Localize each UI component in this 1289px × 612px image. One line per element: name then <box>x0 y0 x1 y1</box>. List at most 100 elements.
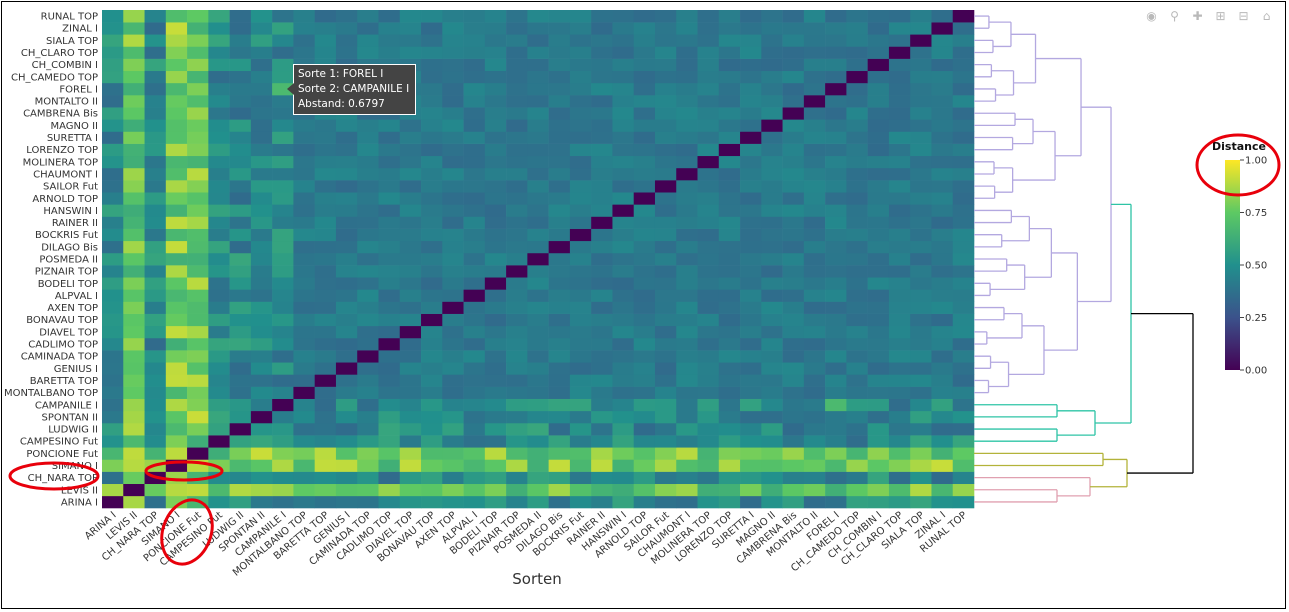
heatmap-cell[interactable] <box>803 422 826 436</box>
heatmap-cell[interactable] <box>548 216 571 229</box>
heatmap-cell[interactable] <box>888 82 911 96</box>
heatmap-cell[interactable] <box>825 107 847 120</box>
heatmap-cell[interactable] <box>187 22 209 35</box>
heatmap-cell[interactable] <box>931 265 954 278</box>
heatmap-cell[interactable] <box>335 325 358 339</box>
heatmap-cell[interactable] <box>484 131 507 144</box>
heatmap-cell[interactable] <box>144 374 167 387</box>
heatmap-cell[interactable] <box>527 289 549 302</box>
heatmap-cell[interactable] <box>676 34 698 47</box>
heatmap-cell[interactable] <box>888 435 911 448</box>
heatmap-cell[interactable] <box>102 119 124 132</box>
heatmap-cell[interactable] <box>272 459 294 472</box>
heatmap-cell[interactable] <box>846 228 868 242</box>
heatmap-cell[interactable] <box>740 289 762 302</box>
heatmap-cell[interactable] <box>931 143 954 157</box>
heatmap-cell[interactable] <box>888 301 911 314</box>
heatmap-cell[interactable] <box>506 143 528 157</box>
heatmap-cell[interactable] <box>569 34 592 47</box>
heatmap-cell[interactable] <box>442 34 464 47</box>
heatmap-cell[interactable] <box>931 495 954 509</box>
heatmap-cell[interactable] <box>740 325 762 339</box>
heatmap-cell[interactable] <box>846 10 868 23</box>
heatmap-cell[interactable] <box>314 252 337 266</box>
heatmap-cell[interactable] <box>144 143 167 157</box>
heatmap-cell[interactable] <box>293 228 315 242</box>
heatmap-cell[interactable] <box>208 362 230 375</box>
heatmap-cell[interactable] <box>250 252 273 266</box>
heatmap-cell[interactable] <box>421 204 443 217</box>
heatmap-cell[interactable] <box>569 447 592 460</box>
heatmap-cell[interactable] <box>591 22 613 35</box>
heatmap-cell[interactable] <box>952 95 975 108</box>
heatmap-cell[interactable] <box>718 252 741 266</box>
heatmap-cell[interactable] <box>569 58 592 72</box>
heatmap-cell[interactable] <box>144 34 167 47</box>
heatmap-cell[interactable] <box>697 143 720 157</box>
heatmap-cell[interactable] <box>718 155 741 169</box>
heatmap-cell[interactable] <box>633 471 656 485</box>
heatmap-cell[interactable] <box>314 301 337 314</box>
heatmap-cell[interactable] <box>442 216 464 229</box>
heatmap-cell[interactable] <box>123 374 145 387</box>
heatmap-cell[interactable] <box>931 22 954 35</box>
heatmap-cell[interactable] <box>272 337 294 351</box>
heatmap-cell[interactable] <box>910 265 932 278</box>
heatmap-cell[interactable] <box>144 228 167 242</box>
heatmap-cell[interactable] <box>591 495 613 509</box>
heatmap-cell[interactable] <box>421 350 443 363</box>
heatmap-cell[interactable] <box>633 58 656 72</box>
heatmap-cell[interactable] <box>399 204 422 217</box>
heatmap-cell[interactable] <box>165 471 188 485</box>
heatmap-cell[interactable] <box>229 192 252 205</box>
heatmap-cell[interactable] <box>399 143 422 157</box>
heatmap-cell[interactable] <box>250 119 273 132</box>
heatmap-cell[interactable] <box>484 495 507 509</box>
heatmap-cell[interactable] <box>335 350 358 363</box>
heatmap-cell[interactable] <box>314 240 337 254</box>
heatmap-cell[interactable] <box>187 192 209 205</box>
heatmap-cell[interactable] <box>718 46 741 59</box>
heatmap-cell[interactable] <box>718 204 741 217</box>
heatmap-cell[interactable] <box>697 362 720 375</box>
heatmap-cell[interactable] <box>484 374 507 387</box>
heatmap-cell[interactable] <box>740 131 762 144</box>
heatmap-cell[interactable] <box>293 204 315 217</box>
heatmap-cell[interactable] <box>803 10 826 23</box>
heatmap-cell[interactable] <box>591 143 613 157</box>
heatmap-cell[interactable] <box>463 277 486 290</box>
heatmap-cell[interactable] <box>952 58 975 72</box>
heatmap-cell[interactable] <box>314 422 337 436</box>
heatmap-cell[interactable] <box>506 422 528 436</box>
heatmap-cell[interactable] <box>548 131 571 144</box>
heatmap-cell[interactable] <box>761 362 783 375</box>
heatmap-cell[interactable] <box>335 46 358 59</box>
heatmap-cell[interactable] <box>612 350 635 363</box>
heatmap-cell[interactable] <box>782 58 805 72</box>
heatmap-cell[interactable] <box>293 252 315 266</box>
heatmap-cell[interactable] <box>761 22 783 35</box>
heatmap-cell[interactable] <box>293 350 315 363</box>
heatmap-cell[interactable] <box>612 483 635 497</box>
heatmap-cell[interactable] <box>910 82 932 96</box>
heatmap-cell[interactable] <box>527 337 549 351</box>
heatmap-cell[interactable] <box>272 228 294 242</box>
heatmap-cell[interactable] <box>208 180 230 193</box>
heatmap-cell[interactable] <box>782 301 805 314</box>
heatmap-cell[interactable] <box>718 58 741 72</box>
heatmap-cell[interactable] <box>697 46 720 59</box>
heatmap-cell[interactable] <box>569 155 592 169</box>
heatmap-cell[interactable] <box>463 95 486 108</box>
heatmap-cell[interactable] <box>718 374 741 387</box>
heatmap-cell[interactable] <box>357 422 379 436</box>
heatmap-cell[interactable] <box>399 483 422 497</box>
heatmap-cell[interactable] <box>123 216 145 229</box>
heatmap-cell[interactable] <box>506 10 528 23</box>
heatmap-cell[interactable] <box>676 495 698 509</box>
heatmap-cell[interactable] <box>208 228 230 242</box>
heatmap-cell[interactable] <box>357 459 379 472</box>
heatmap-cell[interactable] <box>825 459 847 472</box>
heatmap-cell[interactable] <box>952 325 975 339</box>
heatmap-cell[interactable] <box>229 46 252 59</box>
heatmap-cell[interactable] <box>931 325 954 339</box>
